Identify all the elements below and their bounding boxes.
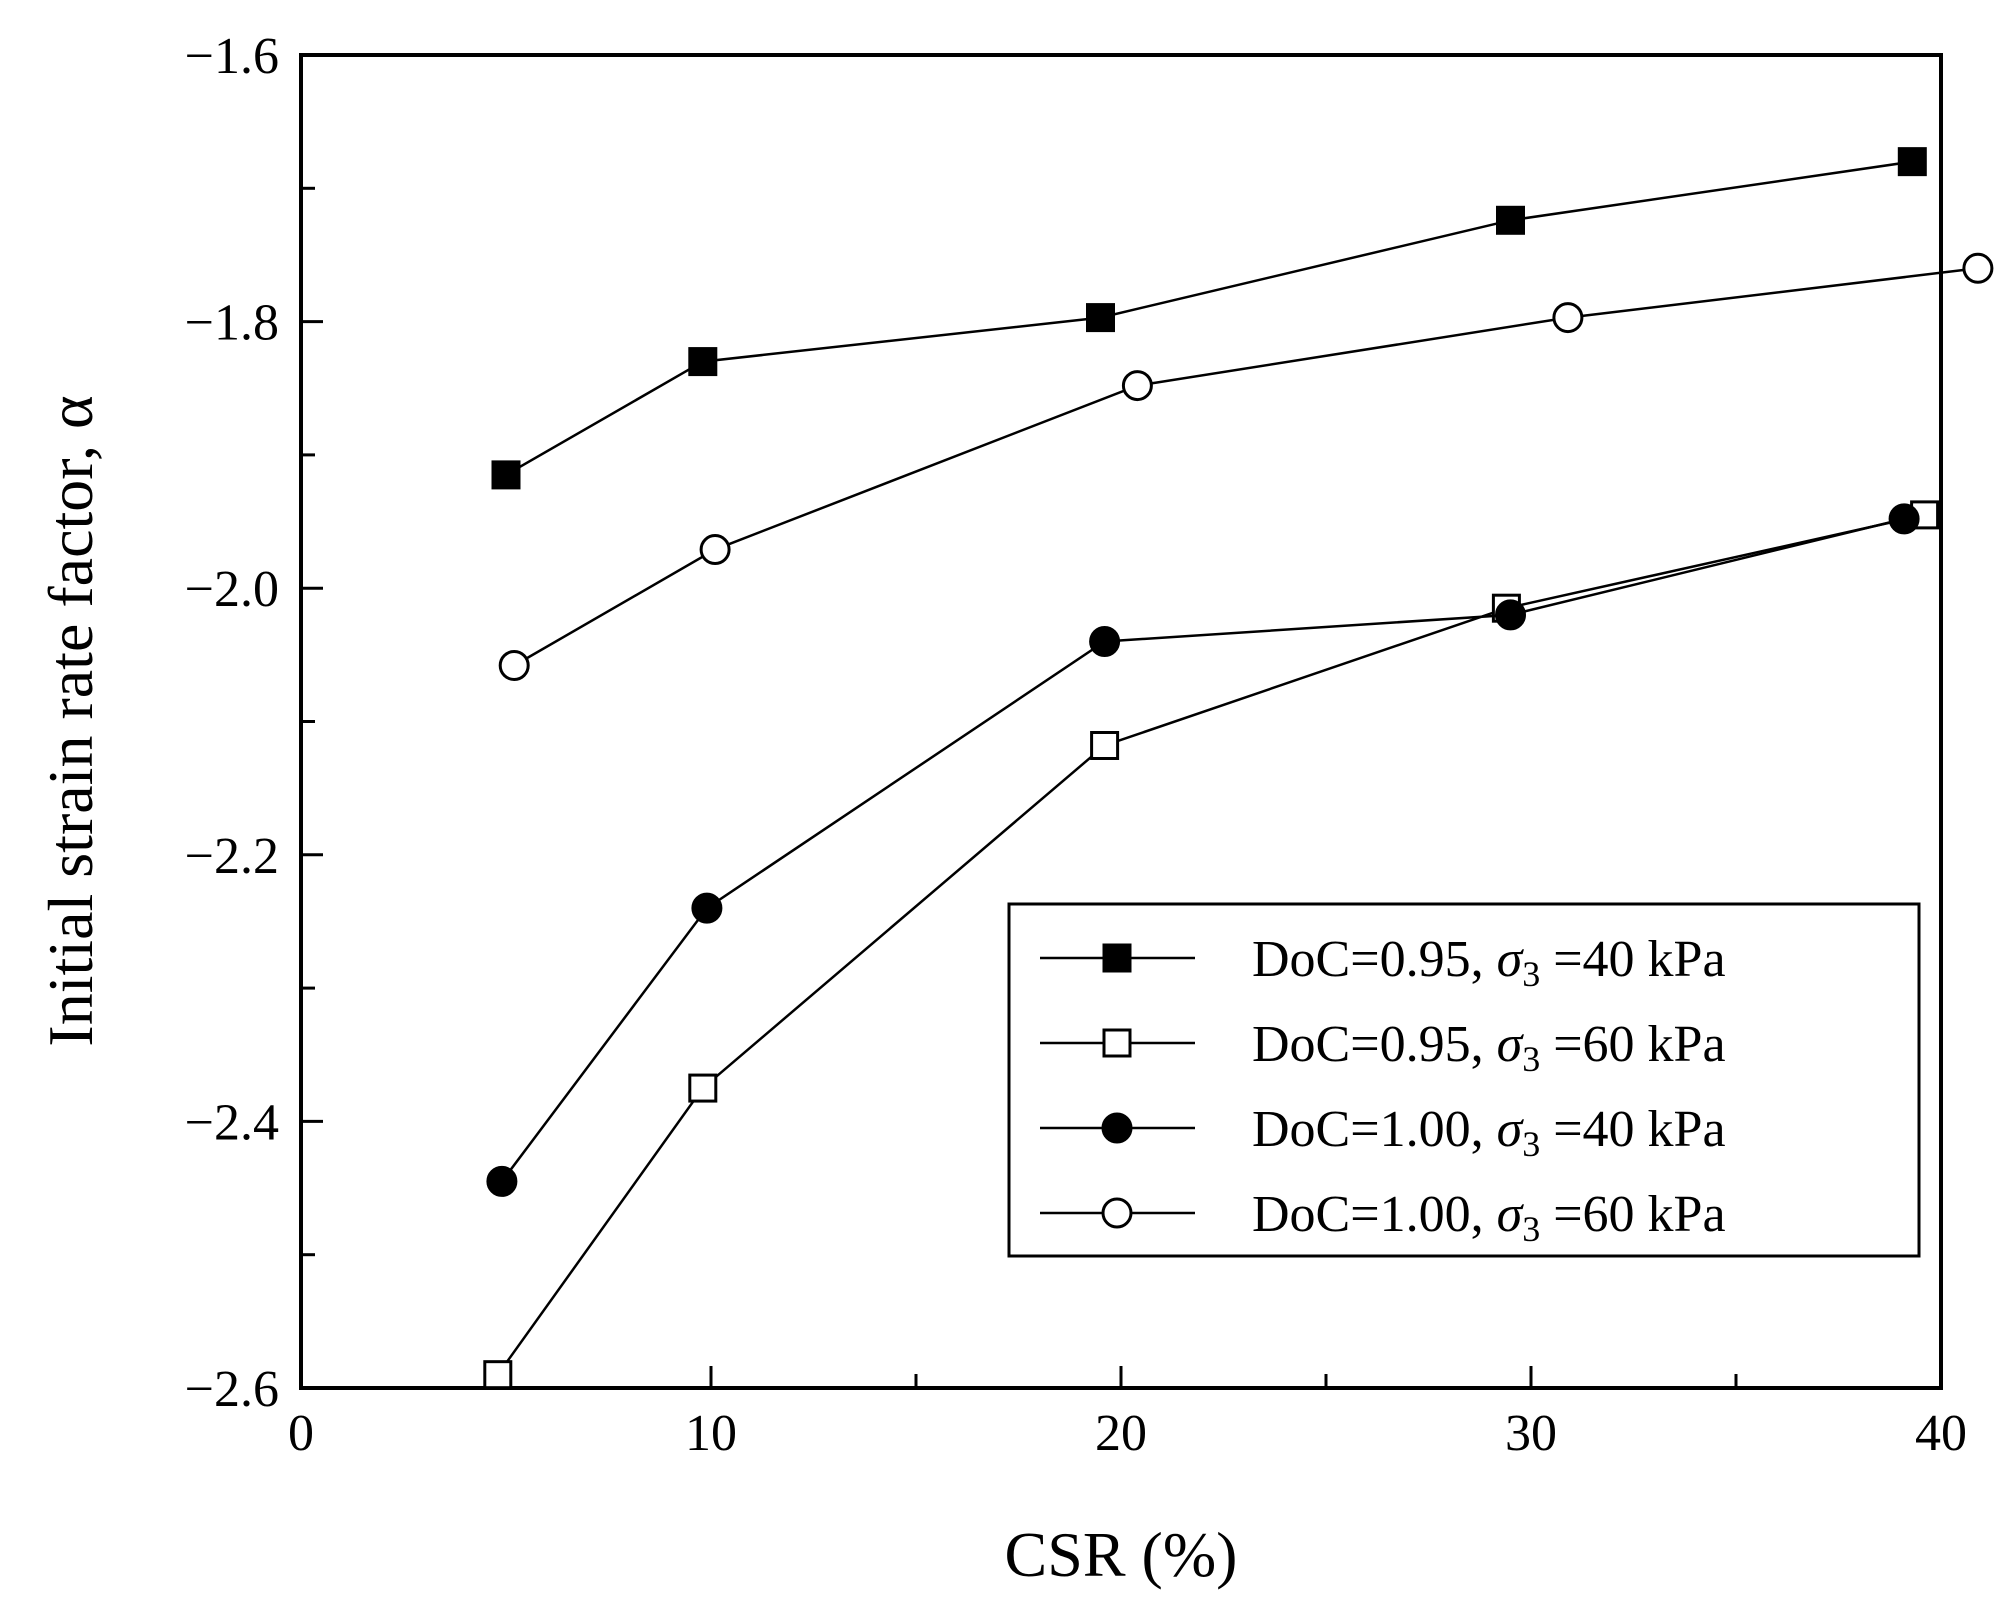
data-point	[1552, 302, 1584, 334]
data-point	[699, 534, 731, 566]
data-point	[483, 1360, 513, 1390]
x-tick-label: 40	[1915, 1405, 1967, 1462]
legend-item: DoC=0.95, σ3 =40 kPa	[1040, 931, 1726, 994]
x-axis-ticks: 0 10 20 30 40	[288, 1366, 1967, 1462]
x-tick-label: 10	[685, 1405, 737, 1462]
legend-marker	[1101, 1197, 1133, 1229]
data-point	[1090, 730, 1120, 760]
data-point	[1089, 626, 1121, 658]
data-point	[1897, 147, 1927, 177]
series-line	[505, 160, 1913, 476]
legend-box	[1007, 902, 1921, 1258]
x-tick-label: 30	[1505, 1405, 1557, 1462]
data-point	[1496, 205, 1525, 235]
y-tick-label: −2.4	[185, 1094, 279, 1151]
data-point	[498, 650, 530, 682]
data-point	[1121, 370, 1153, 402]
data-point	[691, 892, 723, 924]
legend: DoC=0.95, σ3 =40 kPa DoC=0.95, σ3 =60 kPa…	[1007, 902, 1921, 1258]
legend-marker	[1102, 1028, 1132, 1058]
series-1	[491, 147, 1927, 490]
legend-items: DoC=0.95, σ3 =40 kPa DoC=0.95, σ3 =60 kPa…	[1040, 931, 1726, 1249]
legend-marker	[1102, 943, 1132, 973]
y-axis-ticks: −1.6 −1.8 −2.0 −2.2 −2.4 −2.6	[185, 28, 323, 1418]
legend-item: DoC=1.00, σ3 =60 kPa	[1040, 1186, 1726, 1249]
data-point	[688, 1073, 718, 1103]
data-point	[1086, 303, 1115, 333]
legend-item: DoC=1.00, σ3 =40 kPa	[1040, 1101, 1726, 1164]
legend-label: DoC=0.95, σ3 =60 kPa	[1252, 1016, 1726, 1079]
series-4	[498, 252, 1994, 682]
series-line	[513, 267, 1979, 667]
series-3	[486, 503, 1920, 1197]
legend-marker	[1101, 1112, 1133, 1144]
legend-label: DoC=1.00, σ3 =60 kPa	[1252, 1186, 1726, 1249]
y-tick-label: −2.0	[185, 561, 279, 618]
legend-label: DoC=1.00, σ3 =40 kPa	[1252, 1101, 1726, 1164]
y-tick-label: −1.6	[185, 28, 279, 85]
x-axis-title: CSR (%)	[1005, 1519, 1238, 1590]
y-tick-label: −1.8	[185, 295, 279, 352]
x-tick-label: 20	[1095, 1405, 1147, 1462]
data-point	[491, 460, 521, 490]
y-tick-label: −2.2	[185, 828, 279, 885]
data-point	[1888, 503, 1920, 535]
legend-label: DoC=0.95, σ3 =40 kPa	[1252, 931, 1726, 994]
data-point	[1962, 252, 1994, 284]
y-axis-title: Initial strain rate factor, α	[35, 395, 106, 1046]
series-layer	[483, 147, 1994, 1390]
y-tick-label: −2.6	[185, 1361, 279, 1418]
data-point	[486, 1165, 518, 1197]
data-point	[1495, 599, 1526, 631]
x-tick-label: 0	[288, 1405, 314, 1462]
legend-item: DoC=0.95, σ3 =60 kPa	[1040, 1016, 1726, 1079]
data-point	[688, 347, 718, 377]
